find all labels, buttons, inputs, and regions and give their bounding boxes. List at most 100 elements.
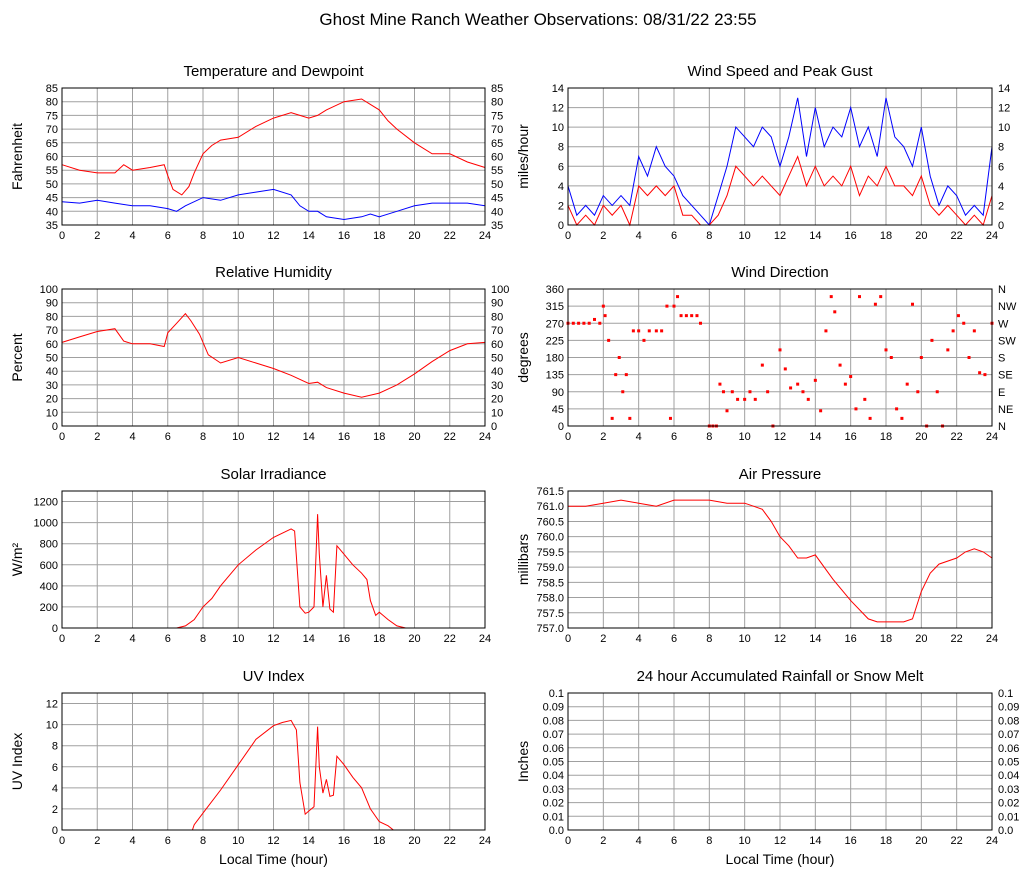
y-tick-label: 0 xyxy=(52,825,58,837)
wind-direction-point xyxy=(614,373,618,377)
y-tick-label: 50 xyxy=(46,179,58,191)
wind-direction-point xyxy=(748,390,752,394)
y-tick-label: 0.09 xyxy=(543,702,564,714)
chart-title: Temperature and Dewpoint xyxy=(183,63,364,80)
x-tick-label: 0 xyxy=(565,633,571,645)
y-tick-label: 65 xyxy=(46,138,58,150)
x-tick-label: 14 xyxy=(303,835,315,847)
x-tick-label: 22 xyxy=(444,835,456,847)
x-tick-label: 16 xyxy=(338,431,350,443)
x-tick-label: 18 xyxy=(880,230,892,242)
y-tick-label: 45 xyxy=(552,404,564,416)
y-tick-label-right: 12 xyxy=(998,103,1010,115)
x-tick-label: 18 xyxy=(880,633,892,645)
series-line-uv-0 xyxy=(62,719,485,831)
y-tick-label: 50 xyxy=(46,353,58,365)
compass-label: NW xyxy=(998,301,1017,313)
x-tick-label: 8 xyxy=(200,835,206,847)
wind-direction-point xyxy=(631,329,635,333)
x-tick-label: 22 xyxy=(951,431,963,443)
y-tick-label: 758.5 xyxy=(536,577,564,589)
y-tick-label: 45 xyxy=(46,193,58,205)
chart-rain: 24 hour Accumulated Rainfall or Snow Mel… xyxy=(515,668,1019,867)
x-tick-label: 8 xyxy=(200,230,206,242)
y-tick-label: 90 xyxy=(46,298,58,310)
wind-direction-point xyxy=(858,295,861,299)
x-tick-label: 8 xyxy=(706,431,712,443)
x-tick-label: 20 xyxy=(408,835,420,847)
compass-label: N xyxy=(998,284,1006,296)
x-tick-label: 22 xyxy=(951,835,963,847)
x-tick-label: 0 xyxy=(59,633,65,645)
y-tick-label-right: 0 xyxy=(998,220,1004,232)
wind-direction-point xyxy=(571,321,575,325)
wind-direction-point xyxy=(766,390,770,394)
y-tick-label-right: 10 xyxy=(491,407,503,419)
wind-direction-point xyxy=(679,314,683,318)
x-tick-label: 12 xyxy=(774,835,786,847)
x-tick-label: 6 xyxy=(165,230,171,242)
page-title: Ghost Mine Ranch Weather Observations: 0… xyxy=(319,10,756,29)
wind-direction-point xyxy=(660,329,664,333)
y-tick-label: 0.0 xyxy=(549,825,564,837)
x-tick-label: 10 xyxy=(739,230,751,242)
wind-direction-point xyxy=(829,295,833,299)
x-tick-label: 22 xyxy=(951,633,963,645)
y-tick-label: 8 xyxy=(558,142,564,154)
y-tick-label: 1200 xyxy=(34,497,58,509)
y-tick-label-right: 50 xyxy=(491,353,503,365)
wind-direction-point xyxy=(730,390,734,394)
wind-direction-point xyxy=(778,348,782,352)
wind-direction-point xyxy=(884,348,888,352)
plot-frame xyxy=(61,692,486,831)
y-tick-label: 360 xyxy=(546,284,564,296)
x-tick-label: 12 xyxy=(267,431,279,443)
x-tick-label: 4 xyxy=(129,835,135,847)
y-tick-label-right: 0.03 xyxy=(998,784,1019,796)
wind-direction-point xyxy=(598,321,602,325)
series-line-temp-1 xyxy=(61,188,486,221)
y-tick-label: 60 xyxy=(46,339,58,351)
wind-direction-point xyxy=(919,356,923,359)
y-tick-label: 757.0 xyxy=(536,623,564,635)
x-tick-label: 4 xyxy=(636,431,642,443)
x-tick-label: 16 xyxy=(845,431,857,443)
wind-direction-point xyxy=(699,321,702,325)
y-axis-label: miles/hour xyxy=(515,124,531,189)
y-tick-label: 75 xyxy=(46,110,58,122)
x-tick-label: 12 xyxy=(267,230,279,242)
y-tick-label-right: 0.0 xyxy=(998,825,1013,837)
x-tick-label: 20 xyxy=(915,230,927,242)
compass-label: SW xyxy=(998,335,1016,347)
wind-direction-point xyxy=(577,321,581,325)
x-tick-label: 2 xyxy=(600,230,606,242)
wind-direction-point xyxy=(806,397,810,401)
x-tick-label: 24 xyxy=(986,633,998,645)
x-tick-label: 2 xyxy=(94,431,100,443)
y-tick-label-right: 80 xyxy=(491,311,503,323)
y-tick-label: 2 xyxy=(52,804,58,816)
x-tick-label: 20 xyxy=(915,835,927,847)
y-tick-label: 270 xyxy=(546,318,564,330)
wind-direction-point xyxy=(796,382,800,386)
y-tick-label: 0.08 xyxy=(543,715,564,727)
y-tick-label-right: 55 xyxy=(491,165,503,177)
x-tick-label: 4 xyxy=(636,230,642,242)
y-tick-label-right: 0 xyxy=(491,421,497,433)
wind-direction-point xyxy=(668,416,672,420)
y-tick-label-right: 80 xyxy=(491,97,503,109)
wind-direction-point xyxy=(718,382,722,386)
x-tick-label: 4 xyxy=(129,633,135,645)
y-tick-label: 80 xyxy=(46,97,58,109)
wind-direction-point xyxy=(736,397,740,401)
wind-direction-point xyxy=(601,304,605,308)
wind-direction-point xyxy=(962,321,966,325)
wind-direction-point xyxy=(967,356,971,359)
wind-direction-point xyxy=(721,390,725,394)
wind-direction-point xyxy=(672,304,676,308)
x-tick-label: 8 xyxy=(706,230,712,242)
wind-direction-point xyxy=(695,314,699,318)
wind-direction-point xyxy=(868,416,872,420)
